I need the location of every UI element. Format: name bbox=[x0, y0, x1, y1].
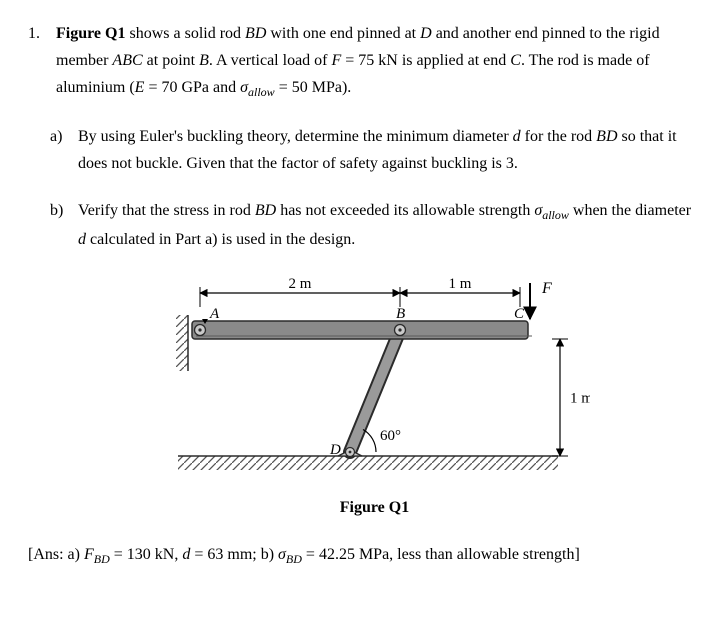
svg-text:1 m: 1 m bbox=[448, 276, 471, 292]
answer-line: [Ans: a) FBD = 130 kN, d = 63 mm; b) σBD… bbox=[28, 541, 693, 570]
part-a-text: By using Euler's buckling theory, determ… bbox=[78, 123, 693, 177]
part-b-text: Verify that the stress in rod BD has not… bbox=[78, 197, 693, 253]
svg-text:B: B bbox=[396, 306, 405, 322]
figure-svg: 2 m 1 m F 1 m 60° A B C D bbox=[160, 271, 590, 481]
part-a-label: a) bbox=[50, 123, 78, 177]
part-b-label: b) bbox=[50, 197, 78, 253]
problem-body: Figure Q1 shows a solid rod BD with one … bbox=[56, 20, 693, 535]
problem-number: 1. bbox=[28, 20, 56, 535]
part-a: a) By using Euler's buckling theory, det… bbox=[50, 123, 693, 177]
problem: 1. Figure Q1 shows a solid rod BD with o… bbox=[28, 20, 693, 535]
svg-text:D: D bbox=[329, 442, 341, 458]
figure-q1: 2 m 1 m F 1 m 60° A B C D Figure Q1 bbox=[56, 271, 693, 521]
part-b: b) Verify that the stress in rod BD has … bbox=[50, 197, 693, 253]
svg-text:C: C bbox=[514, 306, 525, 322]
svg-text:60°: 60° bbox=[380, 428, 401, 444]
svg-text:F: F bbox=[541, 280, 552, 297]
svg-text:2 m: 2 m bbox=[288, 276, 311, 292]
figure-caption: Figure Q1 bbox=[56, 494, 693, 521]
svg-text:A: A bbox=[209, 306, 220, 322]
problem-intro: Figure Q1 shows a solid rod BD with one … bbox=[56, 20, 693, 103]
svg-text:1 m: 1 m bbox=[570, 391, 590, 407]
